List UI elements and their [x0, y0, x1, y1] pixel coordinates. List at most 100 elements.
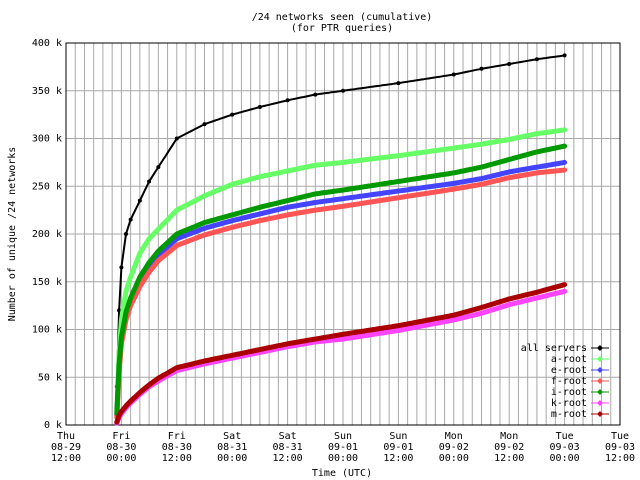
data-point — [313, 337, 318, 342]
data-point — [396, 179, 401, 184]
data-point — [147, 236, 152, 241]
series-line — [115, 54, 566, 388]
x-tick-label: Fri — [112, 431, 130, 442]
data-point — [202, 193, 207, 198]
data-point — [396, 81, 401, 86]
data-point — [285, 98, 290, 103]
data-point — [451, 187, 456, 192]
data-point — [451, 317, 456, 322]
x-tick-label: 09-02 — [494, 442, 524, 453]
data-point — [230, 225, 235, 230]
x-tick-label: 12:00 — [605, 453, 635, 464]
data-point — [285, 168, 290, 173]
data-point — [451, 181, 456, 186]
data-point — [117, 413, 122, 418]
data-point — [137, 274, 142, 279]
data-point — [156, 227, 161, 232]
x-tick-label: Tue — [611, 431, 629, 442]
y-tick-label: 0 k — [44, 420, 62, 431]
legend-swatch-marker — [597, 356, 603, 362]
data-point — [124, 310, 129, 315]
data-point — [479, 142, 484, 147]
data-point — [341, 188, 345, 193]
data-point — [147, 260, 152, 265]
data-point — [285, 212, 290, 217]
data-point — [137, 390, 142, 395]
data-point — [117, 308, 122, 313]
data-point — [257, 211, 262, 216]
data-point — [479, 66, 484, 71]
data-point — [257, 347, 262, 352]
data-point — [341, 196, 345, 201]
grid-lines — [66, 43, 620, 425]
x-tick-label: 00:00 — [217, 453, 247, 464]
data-point — [128, 274, 133, 279]
data-point — [534, 295, 539, 300]
x-tick-label: 12:00 — [494, 453, 524, 464]
data-point — [119, 409, 124, 414]
legend-swatch-marker — [597, 345, 603, 351]
legend-label: m-root — [551, 409, 587, 420]
x-tick-label: 12:00 — [273, 453, 303, 464]
x-tick-label: 09-02 — [439, 442, 469, 453]
y-tick-label: 300 k — [32, 134, 62, 145]
data-point — [534, 290, 539, 295]
x-tick-label: 08-31 — [217, 442, 247, 453]
series-line — [114, 288, 568, 426]
data-point — [341, 160, 345, 165]
data-point — [156, 376, 161, 381]
data-point — [534, 57, 539, 62]
x-tick-label: Mon — [500, 431, 518, 442]
legend-swatch-marker — [597, 378, 603, 384]
x-tick-label: 08-29 — [51, 442, 81, 453]
data-point — [562, 53, 567, 58]
legend-label: a-root — [551, 354, 587, 365]
data-point — [202, 359, 207, 364]
data-point — [257, 104, 262, 109]
x-tick-label: 09-01 — [383, 442, 413, 453]
data-point — [562, 168, 567, 173]
data-point — [174, 365, 179, 370]
data-point — [507, 169, 512, 174]
series-line — [114, 167, 568, 420]
data-point — [507, 62, 512, 67]
x-tick-label: Thu — [57, 431, 75, 442]
x-tick-label: 08-30 — [162, 442, 192, 453]
data-point — [174, 136, 179, 141]
data-point — [534, 170, 539, 175]
data-point — [562, 144, 567, 149]
data-point — [562, 282, 567, 287]
data-point — [507, 157, 512, 162]
x-tick-label: 00:00 — [439, 453, 469, 464]
x-tick-label: 09-03 — [605, 442, 635, 453]
y-tick-label: 150 k — [32, 277, 62, 288]
data-point — [507, 175, 512, 180]
legend-swatch-marker — [597, 367, 603, 373]
y-axis: 0 k 50 k 100 k 150 k 200 k 250 k 300 k 350 k 400… — [32, 38, 62, 431]
y-tick-label: 350 k — [32, 86, 62, 97]
data-point — [479, 176, 484, 181]
data-point — [202, 122, 207, 127]
x-tick-label: Sun — [389, 431, 407, 442]
data-point — [114, 420, 119, 425]
series-line — [114, 127, 568, 414]
x-tick-label: 09-01 — [328, 442, 358, 453]
x-tick-label: 12:00 — [162, 453, 192, 464]
x-tick-label: 00:00 — [106, 453, 136, 464]
y-tick-label: 200 k — [32, 229, 62, 240]
data-point — [124, 232, 129, 236]
y-axis-label: Number of unique /24 networks — [7, 147, 18, 322]
data-point — [147, 382, 152, 387]
data-point — [507, 302, 512, 307]
data-point — [285, 341, 290, 346]
data-point — [230, 212, 235, 217]
legend-swatch-marker — [597, 411, 603, 417]
data-point — [562, 160, 567, 165]
data-point — [202, 232, 207, 237]
data-point — [119, 335, 124, 340]
data-point — [117, 362, 122, 367]
data-point — [230, 112, 235, 117]
data-point — [124, 289, 129, 294]
